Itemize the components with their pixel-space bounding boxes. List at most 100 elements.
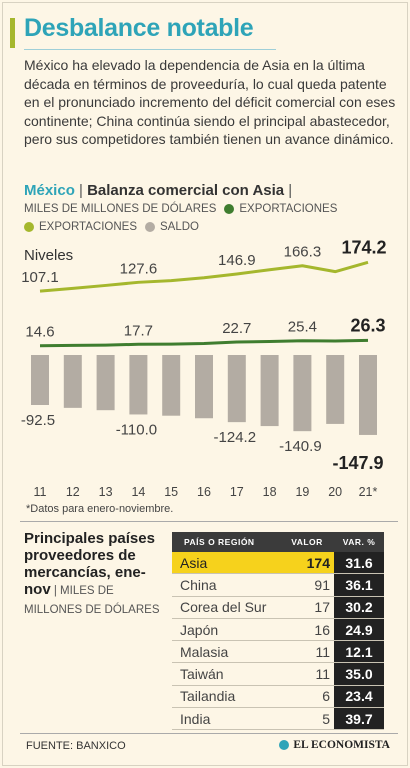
footer-divider xyxy=(20,733,398,734)
trade-balance-chart: Niveles 107.1 127.6 146.9 166.3 174.2 14.6 17.7… xyxy=(21,240,387,499)
chart-subtitle-separator: | xyxy=(74,182,88,199)
table-row: India 5 39.7 xyxy=(172,708,384,731)
title-accent-bar xyxy=(10,18,15,48)
exports-lower-label: 14.6 xyxy=(25,324,54,341)
row-value: 5 xyxy=(322,710,330,727)
brand-logo: EL ECONOMISTA xyxy=(279,739,390,751)
row-value: 11 xyxy=(315,643,330,660)
suppliers-table: PAÍS O REGIÓN VALOR VAR. % Asia 174 31.6… xyxy=(172,532,384,731)
saldo-bar xyxy=(129,355,148,415)
header-var: VAR. % xyxy=(342,537,376,547)
row-value: 174 xyxy=(280,552,334,574)
section-divider xyxy=(20,521,398,522)
x-tick-label: 19 xyxy=(295,485,309,499)
row-var: 12.1 xyxy=(334,641,384,663)
row-region: Tailandia xyxy=(180,688,236,705)
source-credit: FUENTE: BANXICO xyxy=(26,740,126,752)
x-tick-label: 12 xyxy=(66,485,80,499)
saldo-bar xyxy=(31,355,49,405)
row-region: Japón xyxy=(180,621,219,638)
legend-label-exports-dark: EXPORTACIONES xyxy=(239,203,338,215)
saldo-bar xyxy=(260,355,279,427)
exports-upper-label: 146.9 xyxy=(218,252,256,269)
chart-legend-row2: EXPORTACIONES SALDO xyxy=(24,221,199,233)
title-underline xyxy=(24,49,276,50)
saldo-label: -124.2 xyxy=(214,429,257,446)
chart-subtitle: México | Balanza comercial con Asia | xyxy=(24,182,292,199)
exports-upper-label: 166.3 xyxy=(284,244,322,261)
row-value: 16 xyxy=(314,621,330,638)
x-tick-label: 21* xyxy=(359,485,378,499)
exports-upper-label: 174.2 xyxy=(341,240,386,257)
exports-lower-label: 25.4 xyxy=(288,319,317,336)
chart-legend-row1: MILES DE MILLONES DE DÓLARES EXPORTACION… xyxy=(24,203,337,215)
table-row: Asia 174 31.6 xyxy=(172,552,384,575)
saldo-label: -140.9 xyxy=(279,438,322,455)
row-region: Malasia xyxy=(180,643,229,660)
row-value: 11 xyxy=(315,666,330,683)
table-row: China 91 36.1 xyxy=(172,574,384,597)
exports-lower-label: 17.7 xyxy=(124,322,153,339)
chart-footnote: *Datos para enero-noviembre. xyxy=(26,503,174,515)
exports-lower-label: 26.3 xyxy=(350,315,385,335)
row-region: Taiwán xyxy=(180,666,224,683)
exports-lower-label: 22.7 xyxy=(222,320,251,337)
legend-label-saldo: SALDO xyxy=(160,221,199,233)
row-var: 24.9 xyxy=(334,618,384,641)
x-tick-label: 20 xyxy=(328,485,342,499)
row-value: 17 xyxy=(314,599,330,616)
saldo-bar xyxy=(162,355,181,416)
table-row: Taiwán 11 35.0 xyxy=(172,663,384,686)
row-region: China xyxy=(180,576,217,593)
x-tick-label: 17 xyxy=(230,485,244,499)
table-row: Japón 16 24.9 xyxy=(172,618,384,642)
exports-upper-label: 107.1 xyxy=(21,269,59,286)
x-tick-label: 15 xyxy=(164,485,178,499)
brand-name: EL ECONOMISTA xyxy=(293,739,390,751)
header-region: PAÍS O REGIÓN xyxy=(184,537,255,547)
legend-swatch-saldo xyxy=(145,222,155,232)
row-var: 31.6 xyxy=(334,552,384,574)
row-value: 6 xyxy=(322,688,330,705)
table-row: Malasia 11 12.1 xyxy=(172,641,384,664)
saldo-bar xyxy=(326,355,345,424)
x-tick-label: 13 xyxy=(99,485,113,499)
table-header: PAÍS O REGIÓN VALOR VAR. % xyxy=(172,532,384,552)
x-tick-label: 16 xyxy=(197,485,211,499)
row-var: 23.4 xyxy=(334,685,384,708)
saldo-bar xyxy=(96,355,115,411)
exports-upper-line xyxy=(39,260,369,293)
table-title: Principales países proveedores de mercan… xyxy=(24,530,164,619)
table-row: Corea del Sur 17 30.2 xyxy=(172,596,384,619)
saldo-bar xyxy=(293,355,312,432)
row-region: Asia xyxy=(172,552,280,574)
row-var: 35.0 xyxy=(334,663,384,685)
x-tick-label: 11 xyxy=(34,485,47,499)
saldo-label: -147.9 xyxy=(332,453,383,473)
saldo-bar xyxy=(195,355,213,419)
x-tick-label: 14 xyxy=(131,485,145,499)
niveles-label: Niveles xyxy=(24,247,73,264)
globe-icon xyxy=(279,740,290,750)
header-value: VALOR xyxy=(291,537,323,547)
legend-swatch-exports-light xyxy=(24,222,34,232)
row-value: 91 xyxy=(314,576,330,593)
saldo-bar xyxy=(227,355,246,423)
row-var: 39.7 xyxy=(334,708,384,730)
legend-label-exports-light: EXPORTACIONES xyxy=(39,221,137,233)
chart-subtitle-separator-end: | xyxy=(284,182,293,199)
units-label: MILES DE MILLONES DE DÓLARES xyxy=(24,203,217,215)
row-region: India xyxy=(180,710,211,727)
chart-subtitle-country: México xyxy=(24,182,75,199)
row-var: 30.2 xyxy=(334,596,384,618)
saldo-bar xyxy=(359,355,377,435)
intro-paragraph: México ha elevado la dependencia de Asia… xyxy=(24,57,396,147)
x-tick-label: 18 xyxy=(263,485,277,499)
exports-upper-label: 127.6 xyxy=(120,260,158,277)
page-title: Desbalance notable xyxy=(24,14,254,42)
saldo-label: -110.0 xyxy=(116,421,157,438)
chart-subtitle-name: Balanza comercial con Asia xyxy=(87,182,285,199)
legend-swatch-exports-dark xyxy=(224,204,235,214)
exports-lower-line xyxy=(39,338,369,348)
